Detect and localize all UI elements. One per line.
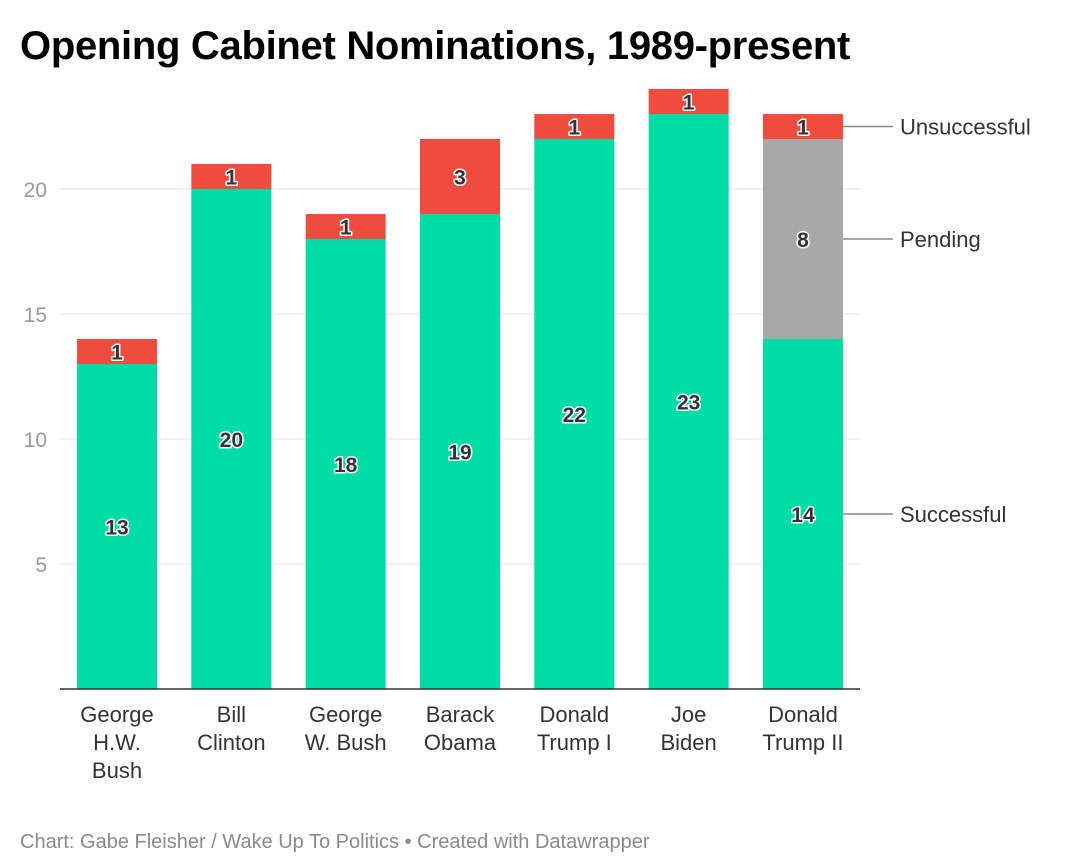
value-label-unsuccessful-4: 1	[568, 117, 580, 140]
value-label-successful-2: 18	[334, 454, 358, 477]
category-label-line: Trump I	[537, 730, 612, 755]
category-label-line: Obama	[424, 730, 497, 755]
category-label-line: Donald	[539, 702, 609, 727]
value-label-pending-6: 8	[797, 229, 809, 252]
bar-successful-1	[191, 189, 272, 689]
category-label-5: Joe Biden	[661, 702, 717, 755]
legend-label-unsuccessful: Unsuccessful	[900, 115, 1031, 140]
bar-unsuccessful-1	[191, 164, 272, 189]
category-label-line: Biden	[661, 730, 717, 755]
category-label-line: W. Bush	[305, 730, 387, 755]
value-label-unsuccessful-6: 1	[797, 117, 809, 140]
value-label-successful-5: 23	[677, 392, 700, 415]
category-label-line: Joe	[671, 702, 706, 727]
bar-successful-5	[648, 114, 729, 689]
category-label-line: Bush	[92, 758, 142, 783]
bar-unsuccessful-0	[77, 339, 157, 364]
axes: 5 10 15 20 George H.W. Bush Bill Clinton George W.…	[24, 179, 860, 783]
bar-unsuccessful-2	[305, 214, 386, 239]
value-label-unsuccessful-1: 1	[225, 167, 237, 190]
value-label-successful-0: 13	[105, 517, 128, 540]
bars	[77, 89, 843, 689]
category-label-1: Bill Clinton	[197, 702, 265, 755]
bar-successful-0	[77, 364, 157, 689]
category-label-4: Donald Trump I	[537, 702, 612, 755]
category-label-line: Donald	[768, 702, 838, 727]
value-label-unsuccessful-5: 1	[683, 92, 695, 115]
bar-unsuccessful-6	[762, 114, 843, 139]
category-label-line: George	[309, 702, 382, 727]
chart-credit: Chart: Gabe Fleisher / Wake Up To Politi…	[20, 831, 650, 853]
category-label-3: Barack Obama	[424, 702, 497, 755]
category-label-line: Barack	[426, 702, 495, 727]
legend: Successful Pending Unsuccessful	[842, 115, 1031, 527]
chart-title: Opening Cabinet Nominations, 1989-presen…	[20, 24, 851, 68]
y-tick-label-20: 20	[24, 179, 47, 202]
bar-unsuccessful-4	[534, 114, 615, 139]
category-label-2: George W. Bush	[305, 702, 387, 755]
category-label-line: H.W.	[93, 730, 141, 755]
category-label-6: Donald Trump II	[762, 702, 843, 755]
value-label-successful-4: 22	[563, 404, 586, 427]
y-tick-label-5: 5	[35, 554, 47, 577]
category-label-line: Bill	[217, 702, 246, 727]
bar-unsuccessful-5	[648, 89, 729, 114]
category-label-line: George	[80, 702, 153, 727]
value-label-successful-3: 19	[448, 442, 471, 465]
value-label-unsuccessful-3: 3	[454, 167, 466, 190]
value-label-unsuccessful-0: 1	[111, 342, 123, 365]
legend-label-pending: Pending	[900, 227, 981, 252]
value-labels: 13 1 20 1 18 1 19 3 22 1 23 1 14 8 1	[104, 90, 817, 541]
bar-unsuccessful-3	[419, 139, 500, 214]
bar-successful-3	[419, 214, 500, 689]
category-label-line: Trump II	[762, 730, 843, 755]
bar-successful-2	[305, 239, 386, 689]
category-label-line: Clinton	[197, 730, 265, 755]
bar-pending-6	[762, 139, 843, 339]
y-tick-label-15: 15	[24, 304, 47, 327]
value-label-unsuccessful-2: 1	[340, 217, 352, 240]
y-tick-label-10: 10	[24, 429, 47, 452]
category-label-0: George H.W. Bush	[80, 702, 153, 783]
value-label-successful-6: 14	[791, 504, 815, 527]
value-label-successful-1: 20	[220, 429, 243, 452]
bar-successful-6	[762, 339, 843, 689]
legend-label-successful: Successful	[900, 502, 1006, 527]
bar-successful-4	[534, 139, 615, 689]
